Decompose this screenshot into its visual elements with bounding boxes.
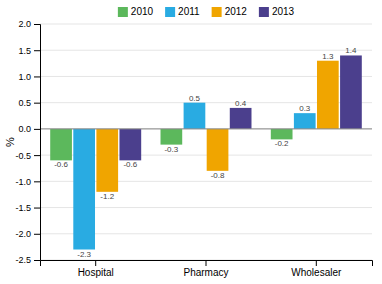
y-tick-label: -2.0 xyxy=(15,229,31,239)
data-label: -1.2 xyxy=(100,192,114,201)
bar xyxy=(161,129,183,145)
data-label: -0.2 xyxy=(275,139,289,148)
y-tick-label: 1.0 xyxy=(18,72,31,82)
data-label: 0.3 xyxy=(299,104,311,113)
chart: -2.5 -2.0 -1.5 -1.0 -0.5 0.0 0.5 1.0 1.5 2.0 Hospi… xyxy=(0,0,382,284)
y-axis-line xyxy=(34,25,41,261)
data-label: 0.4 xyxy=(235,99,247,108)
y-tick-mark xyxy=(34,234,40,235)
grid-line xyxy=(40,128,372,129)
bars xyxy=(50,55,362,249)
legend-label: 2012 xyxy=(225,6,248,17)
y-tick-mark xyxy=(34,155,40,156)
y-tick-label: -1.5 xyxy=(15,203,31,213)
legend-label: 2011 xyxy=(178,6,200,17)
y-tick: 1.0 xyxy=(18,72,40,82)
x-tick-label: Wholesaler xyxy=(291,267,342,278)
legend: 2010 2011 2012 2013 xyxy=(118,6,295,17)
grid-line xyxy=(40,24,372,25)
y-axis-title: % xyxy=(4,137,16,147)
legend-swatch xyxy=(259,7,269,17)
y-tick-label: -0.5 xyxy=(15,150,31,160)
y-tick-label: -2.5 xyxy=(15,255,31,265)
y-tick-label: 1.5 xyxy=(18,46,31,56)
y-tick: 2.0 xyxy=(18,19,40,29)
bar xyxy=(207,129,229,171)
y-tick-label: 2.0 xyxy=(18,19,31,29)
y-tick: -2.5 xyxy=(15,255,40,265)
bar xyxy=(340,55,362,128)
bar xyxy=(230,108,252,129)
y-tick-mark xyxy=(34,103,40,104)
legend-swatch xyxy=(212,7,222,17)
bar xyxy=(50,129,72,160)
data-label: -2.3 xyxy=(77,250,91,259)
data-label: -0.6 xyxy=(54,160,68,169)
x-tick: Hospital xyxy=(78,260,114,278)
y-tick-mark xyxy=(34,260,40,261)
y-tick-mark xyxy=(34,50,40,51)
grid-line xyxy=(40,50,372,51)
y-tick-mark xyxy=(34,76,40,77)
data-label: 1.3 xyxy=(322,52,334,61)
y-tick-mark xyxy=(34,129,40,130)
bar xyxy=(96,129,118,192)
bar xyxy=(119,129,141,160)
data-label: -0.6 xyxy=(123,160,137,169)
data-label: 1.4 xyxy=(345,46,357,55)
data-label: -0.8 xyxy=(211,171,225,180)
y-tick-mark xyxy=(34,208,40,209)
data-labels: -0.6 -0.3 -0.2 -2.3 0.5 0.3 -1.2 -0.8 1.3 -0.6 0.4… xyxy=(54,46,357,258)
bar xyxy=(317,61,339,129)
y-tick: 0.5 xyxy=(18,98,40,108)
x-tick: Pharmacy xyxy=(183,260,228,278)
y-tick: -0.5 xyxy=(15,150,40,160)
legend-label: 2013 xyxy=(272,6,295,17)
bar xyxy=(294,113,316,129)
x-axis-line xyxy=(41,261,373,267)
data-label: 0.5 xyxy=(189,94,201,103)
legend-item: 2013 xyxy=(259,6,295,17)
bar xyxy=(184,103,206,129)
data-label: -0.3 xyxy=(164,145,178,154)
y-tick: -2.0 xyxy=(15,229,40,239)
y-tick-label: 0.5 xyxy=(18,98,31,108)
y-tick-label: 0.0 xyxy=(18,124,31,134)
legend-item: 2012 xyxy=(212,6,248,17)
legend-label: 2010 xyxy=(131,6,154,17)
x-tick-mark xyxy=(316,260,317,266)
x-tick-label: Pharmacy xyxy=(183,267,228,278)
legend-swatch xyxy=(165,7,175,17)
y-tick-mark xyxy=(34,181,40,182)
y-axis: -2.5 -2.0 -1.5 -1.0 -0.5 0.0 0.5 1.0 1.5 2.0 xyxy=(15,19,40,265)
y-tick: -1.0 xyxy=(15,177,40,187)
y-tick-label: -1.0 xyxy=(15,177,31,187)
baseline xyxy=(40,128,372,129)
bar xyxy=(271,129,293,139)
legend-item: 2011 xyxy=(165,6,200,17)
x-tick-mark xyxy=(95,260,96,266)
x-tick-label: Hospital xyxy=(78,267,114,278)
bar xyxy=(73,129,95,250)
x-tick-mark xyxy=(206,260,207,266)
x-axis: Hospital Pharmacy Wholesaler xyxy=(41,260,373,278)
y-tick: 0.0 xyxy=(18,124,40,134)
legend-swatch xyxy=(118,7,128,17)
x-tick: Wholesaler xyxy=(291,260,342,278)
y-tick-mark xyxy=(34,24,40,25)
y-tick: -1.5 xyxy=(15,203,40,213)
legend-item: 2010 xyxy=(118,6,154,17)
y-tick: 1.5 xyxy=(18,46,40,56)
grid xyxy=(40,24,372,260)
